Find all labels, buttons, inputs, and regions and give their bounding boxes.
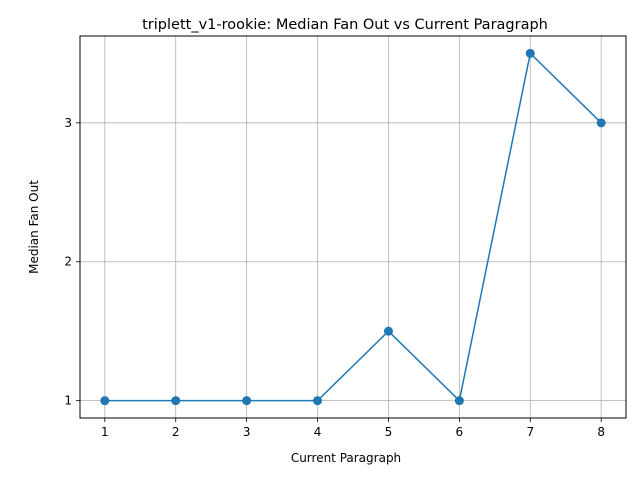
series-line-0 bbox=[104, 51, 602, 403]
x-tick-label: 8 bbox=[597, 425, 605, 439]
grid-lines bbox=[80, 36, 626, 418]
x-tick-label: 6 bbox=[456, 425, 464, 439]
data-point-3 bbox=[242, 396, 252, 406]
x-tick-label: 3 bbox=[243, 425, 251, 439]
chart-title: triplett_v1-rookie: Median Fan Out vs Cu… bbox=[142, 17, 548, 33]
data-point-4 bbox=[313, 396, 323, 406]
data-point-7 bbox=[525, 48, 535, 58]
x-tick-label: 5 bbox=[385, 425, 393, 439]
x-tick-label: 1 bbox=[101, 425, 109, 439]
y-tick-label: 3 bbox=[64, 116, 72, 130]
y-tick-label: 1 bbox=[64, 394, 72, 408]
data-point-5 bbox=[383, 326, 393, 336]
x-tick-label: 7 bbox=[526, 425, 534, 439]
x-tick-label: 4 bbox=[314, 425, 322, 439]
data-point-8 bbox=[596, 118, 606, 128]
data-point-1 bbox=[100, 396, 110, 406]
axis-ticks: 1 2 3 4 5 6 7 8 1 2 3 bbox=[64, 116, 605, 439]
x-axis-label: Current Paragraph bbox=[291, 451, 401, 465]
data-point-6 bbox=[454, 396, 464, 406]
y-tick-label: 2 bbox=[64, 255, 72, 269]
series-layer bbox=[100, 48, 606, 406]
x-tick-label: 2 bbox=[172, 425, 180, 439]
plot-frame bbox=[79, 35, 627, 419]
data-point-2 bbox=[171, 396, 181, 406]
y-axis-label: Median Fan Out bbox=[27, 180, 41, 274]
